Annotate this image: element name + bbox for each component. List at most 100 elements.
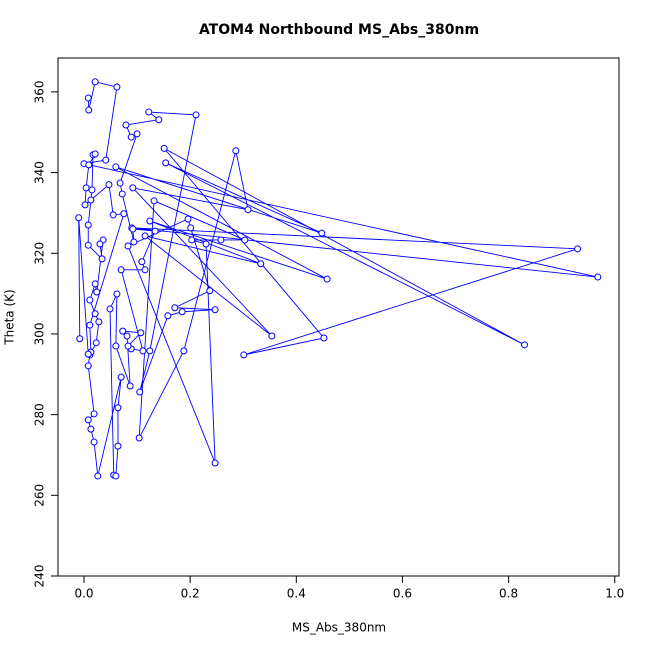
x-tick-label: 0.4 <box>287 587 306 601</box>
x-tick-label: 1.0 <box>605 587 624 601</box>
point <box>323 275 331 283</box>
point <box>206 287 214 295</box>
y-tick-label: 360 <box>33 80 47 103</box>
x-tick-label: 0.8 <box>499 587 518 601</box>
y-tick-label: 260 <box>33 484 47 507</box>
point <box>244 206 252 214</box>
point <box>146 347 154 355</box>
point <box>164 312 172 320</box>
point <box>84 362 92 370</box>
point <box>112 472 120 480</box>
point <box>91 150 99 158</box>
point <box>90 438 98 446</box>
point <box>141 266 149 274</box>
point <box>96 240 104 248</box>
y-tick-label: 340 <box>33 161 47 184</box>
point <box>124 342 132 350</box>
point <box>112 342 120 350</box>
y-axis-label: Theta (K) <box>3 289 17 345</box>
x-tick-label: 0.0 <box>74 587 93 601</box>
point <box>138 258 146 266</box>
point <box>202 240 210 248</box>
point <box>574 245 582 253</box>
y-tick-label: 320 <box>33 242 47 265</box>
point <box>85 161 93 169</box>
point <box>241 236 249 244</box>
point <box>135 434 143 442</box>
point <box>76 335 84 343</box>
point <box>521 341 529 349</box>
point <box>139 347 147 355</box>
point <box>320 334 328 342</box>
point <box>113 83 121 91</box>
point <box>122 121 130 129</box>
point <box>180 347 188 355</box>
point <box>93 288 101 296</box>
point <box>113 290 121 298</box>
point <box>150 197 158 205</box>
point <box>119 327 127 335</box>
point <box>102 156 110 164</box>
point <box>126 382 134 390</box>
point <box>594 273 602 281</box>
point <box>106 305 114 313</box>
x-tick-label: 0.2 <box>181 587 200 601</box>
point <box>129 225 137 233</box>
point <box>136 388 144 396</box>
point <box>178 308 186 316</box>
point <box>112 163 120 171</box>
point <box>117 373 125 381</box>
x-tick-label: 0.6 <box>393 587 412 601</box>
point <box>98 255 106 263</box>
point <box>146 217 154 225</box>
point <box>91 310 99 318</box>
point <box>84 241 92 249</box>
y-tick-label: 300 <box>33 322 47 345</box>
point <box>84 94 92 102</box>
point <box>137 329 145 337</box>
point <box>257 260 265 268</box>
point <box>92 339 100 347</box>
point <box>129 184 137 192</box>
chart-title: ATOM4 Northbound MS_Abs_380nm <box>199 22 479 38</box>
point <box>81 201 89 209</box>
point <box>124 242 132 250</box>
point <box>95 318 103 326</box>
point <box>127 133 135 141</box>
point <box>141 232 149 240</box>
plot-frame <box>57 57 620 577</box>
point <box>86 296 94 304</box>
point <box>86 321 94 329</box>
point <box>184 215 192 223</box>
point <box>84 350 92 358</box>
point <box>171 304 179 312</box>
point <box>160 144 168 152</box>
point <box>105 181 113 189</box>
point <box>187 224 195 232</box>
point <box>188 236 196 244</box>
point <box>120 210 128 218</box>
point <box>84 416 92 424</box>
point <box>318 229 326 237</box>
point <box>268 332 276 340</box>
point <box>91 78 99 86</box>
point <box>217 236 225 244</box>
point <box>87 425 95 433</box>
point <box>118 190 126 198</box>
point <box>133 130 141 138</box>
point <box>116 179 124 187</box>
point <box>151 227 159 235</box>
point <box>94 472 102 480</box>
y-tick-label: 280 <box>33 403 47 426</box>
point <box>240 351 248 359</box>
point <box>114 404 122 412</box>
point <box>211 459 219 467</box>
point <box>211 306 219 314</box>
point <box>117 266 125 274</box>
point <box>90 410 98 418</box>
point <box>91 280 99 288</box>
point <box>130 238 138 246</box>
point <box>85 106 93 114</box>
